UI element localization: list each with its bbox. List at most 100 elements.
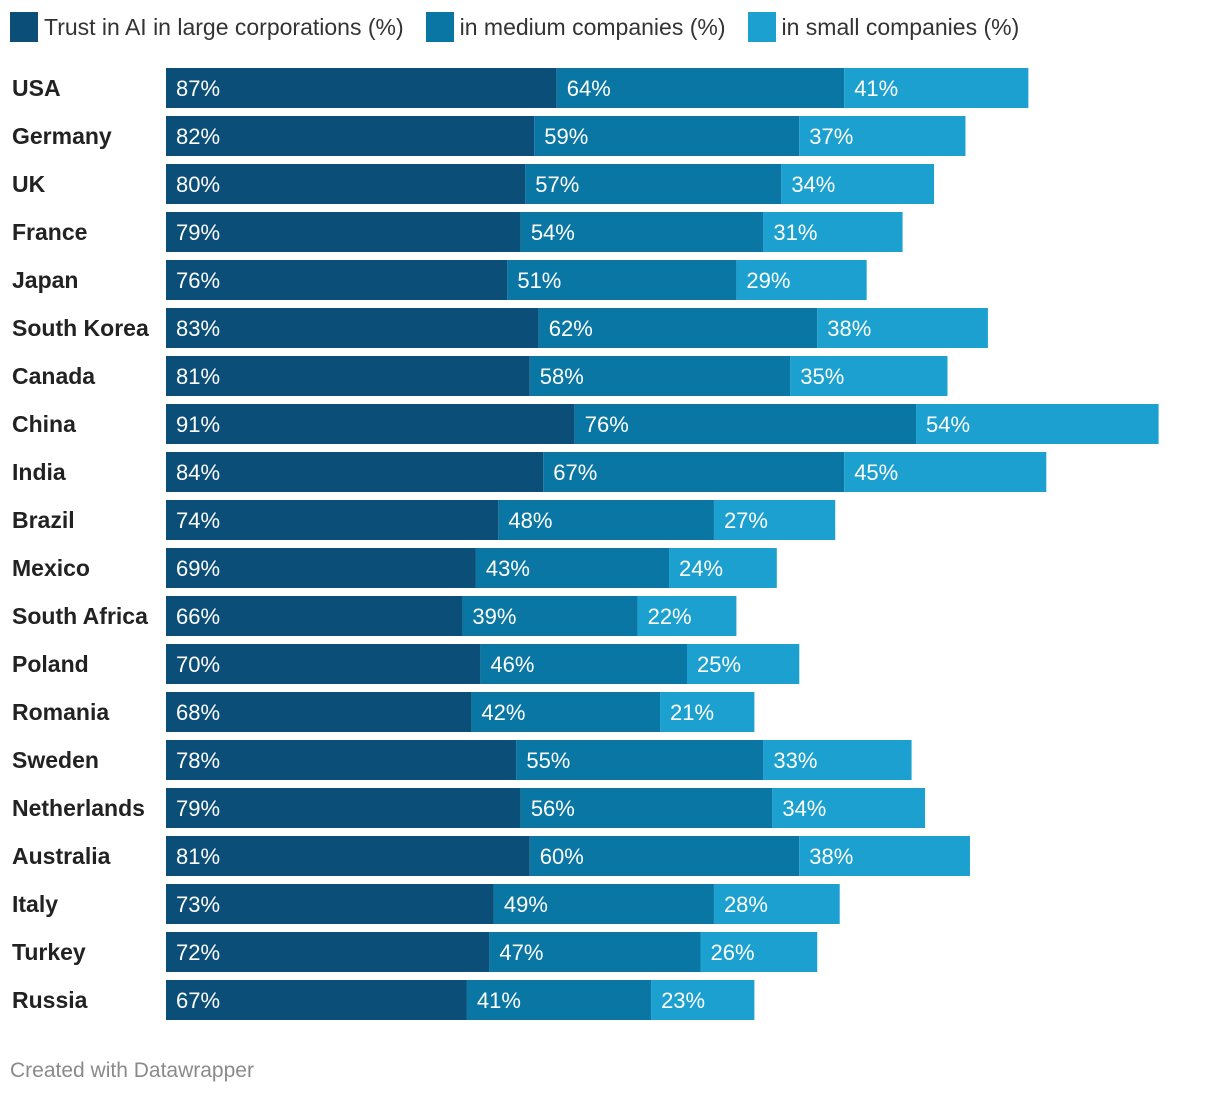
data-label-sweden-medium: 55% — [526, 748, 570, 773]
data-label-turkey-large: 72% — [176, 940, 220, 965]
data-label-south-africa-medium: 39% — [472, 604, 516, 629]
bar-mexico-large — [166, 548, 476, 588]
bar-canada-medium — [529, 356, 791, 396]
bar-mexico-medium — [475, 548, 670, 588]
data-label-south-korea-small: 38% — [827, 316, 871, 341]
data-label-turkey-small: 26% — [710, 940, 754, 965]
category-label-india: India — [12, 459, 66, 485]
bar-india-small — [844, 452, 1047, 492]
bar-uk-medium — [525, 164, 782, 204]
data-label-australia-large: 81% — [176, 844, 220, 869]
bar-russia-medium — [466, 980, 652, 1020]
legend-label-medium: in medium companies (%) — [459, 13, 726, 40]
bar-sweden-small — [763, 740, 912, 780]
bar-japan-small — [736, 260, 867, 300]
bar-italy-small — [713, 884, 840, 924]
legend-label-small: in small companies (%) — [781, 13, 1020, 40]
bar-romania-small — [660, 692, 755, 732]
bar-usa-large — [166, 68, 557, 108]
bar-brazil-large — [166, 500, 499, 540]
data-label-poland-small: 25% — [697, 652, 741, 677]
data-label-china-large: 91% — [176, 412, 220, 437]
bar-uk-small — [781, 164, 935, 204]
bar-uk-large — [166, 164, 526, 204]
data-label-canada-large: 81% — [176, 364, 220, 389]
bar-brazil-medium — [498, 500, 714, 540]
bar-china-medium — [574, 404, 917, 444]
data-label-mexico-small: 24% — [679, 556, 723, 581]
legend-item-large: Trust in AI in large corporations (%) — [10, 12, 404, 42]
data-label-brazil-large: 74% — [176, 508, 220, 533]
bar-netherlands-medium — [520, 788, 773, 828]
category-label-france: France — [12, 219, 87, 245]
bar-south-africa-medium — [462, 596, 638, 636]
bar-usa-small — [844, 68, 1029, 108]
legend-item-medium: in medium companies (%) — [425, 12, 726, 42]
bar-netherlands-small — [772, 788, 926, 828]
bar-sweden-large — [166, 740, 517, 780]
data-label-france-large: 79% — [176, 220, 220, 245]
data-label-uk-medium: 57% — [535, 172, 579, 197]
data-label-netherlands-small: 34% — [782, 796, 826, 821]
data-label-sweden-large: 78% — [176, 748, 220, 773]
data-label-poland-medium: 46% — [490, 652, 534, 677]
data-label-mexico-medium: 43% — [486, 556, 530, 581]
category-label-uk: UK — [12, 171, 46, 197]
data-label-canada-small: 35% — [800, 364, 844, 389]
data-label-uk-large: 80% — [176, 172, 220, 197]
bar-germany-large — [166, 116, 535, 156]
bar-japan-medium — [507, 260, 737, 300]
bar-sweden-medium — [516, 740, 764, 780]
data-label-italy-small: 28% — [724, 892, 768, 917]
bar-romania-medium — [471, 692, 661, 732]
bar-china-small — [916, 404, 1159, 444]
category-label-south-korea: South Korea — [12, 315, 149, 341]
stacked-bar-chart: USA 87% 64% 41% Germany 82% 59% 37% UK 80% 57% 34% F… — [12, 68, 1159, 1020]
bar-germany-medium — [534, 116, 800, 156]
footer-credit: Created with Datawrapper — [10, 1059, 254, 1082]
bar-romania-large — [166, 692, 472, 732]
data-label-russia-small: 23% — [661, 988, 705, 1013]
category-label-china: China — [12, 411, 76, 437]
data-label-brazil-small: 27% — [724, 508, 768, 533]
category-label-south-africa: South Africa — [12, 603, 148, 629]
bar-netherlands-large — [166, 788, 521, 828]
category-label-romania: Romania — [12, 699, 109, 725]
data-label-australia-small: 38% — [809, 844, 853, 869]
data-label-china-medium: 76% — [585, 412, 629, 437]
data-label-south-africa-large: 66% — [176, 604, 220, 629]
bar-australia-large — [166, 836, 530, 876]
data-label-france-small: 31% — [773, 220, 817, 245]
category-label-germany: Germany — [12, 123, 112, 149]
data-label-usa-medium: 64% — [567, 76, 611, 101]
data-label-brazil-medium: 48% — [508, 508, 552, 533]
bar-australia-medium — [529, 836, 800, 876]
bar-turkey-large — [166, 932, 490, 972]
data-label-australia-medium: 60% — [540, 844, 584, 869]
data-label-germany-large: 82% — [176, 124, 220, 149]
category-label-italy: Italy — [12, 891, 58, 917]
category-label-mexico: Mexico — [12, 555, 90, 581]
bar-italy-large — [166, 884, 494, 924]
bar-turkey-medium — [489, 932, 701, 972]
bar-france-large — [166, 212, 521, 252]
legend-label-large: Trust in AI in large corporations (%) — [44, 13, 404, 40]
bar-france-small — [763, 212, 903, 252]
bar-china-large — [166, 404, 575, 444]
data-label-italy-medium: 49% — [504, 892, 548, 917]
bar-south-korea-large — [166, 308, 539, 348]
data-label-turkey-medium: 47% — [499, 940, 543, 965]
data-label-south-korea-medium: 62% — [549, 316, 593, 341]
category-label-poland: Poland — [12, 651, 89, 677]
data-label-france-medium: 54% — [531, 220, 575, 245]
data-label-india-large: 84% — [176, 460, 220, 485]
bar-japan-large — [166, 260, 508, 300]
bar-usa-medium — [556, 68, 845, 108]
data-label-usa-large: 87% — [176, 76, 220, 101]
data-label-china-small: 54% — [926, 412, 970, 437]
data-label-japan-medium: 51% — [517, 268, 561, 293]
data-label-uk-small: 34% — [791, 172, 835, 197]
data-label-india-medium: 67% — [553, 460, 597, 485]
data-label-south-korea-large: 83% — [176, 316, 220, 341]
category-label-russia: Russia — [12, 987, 88, 1013]
